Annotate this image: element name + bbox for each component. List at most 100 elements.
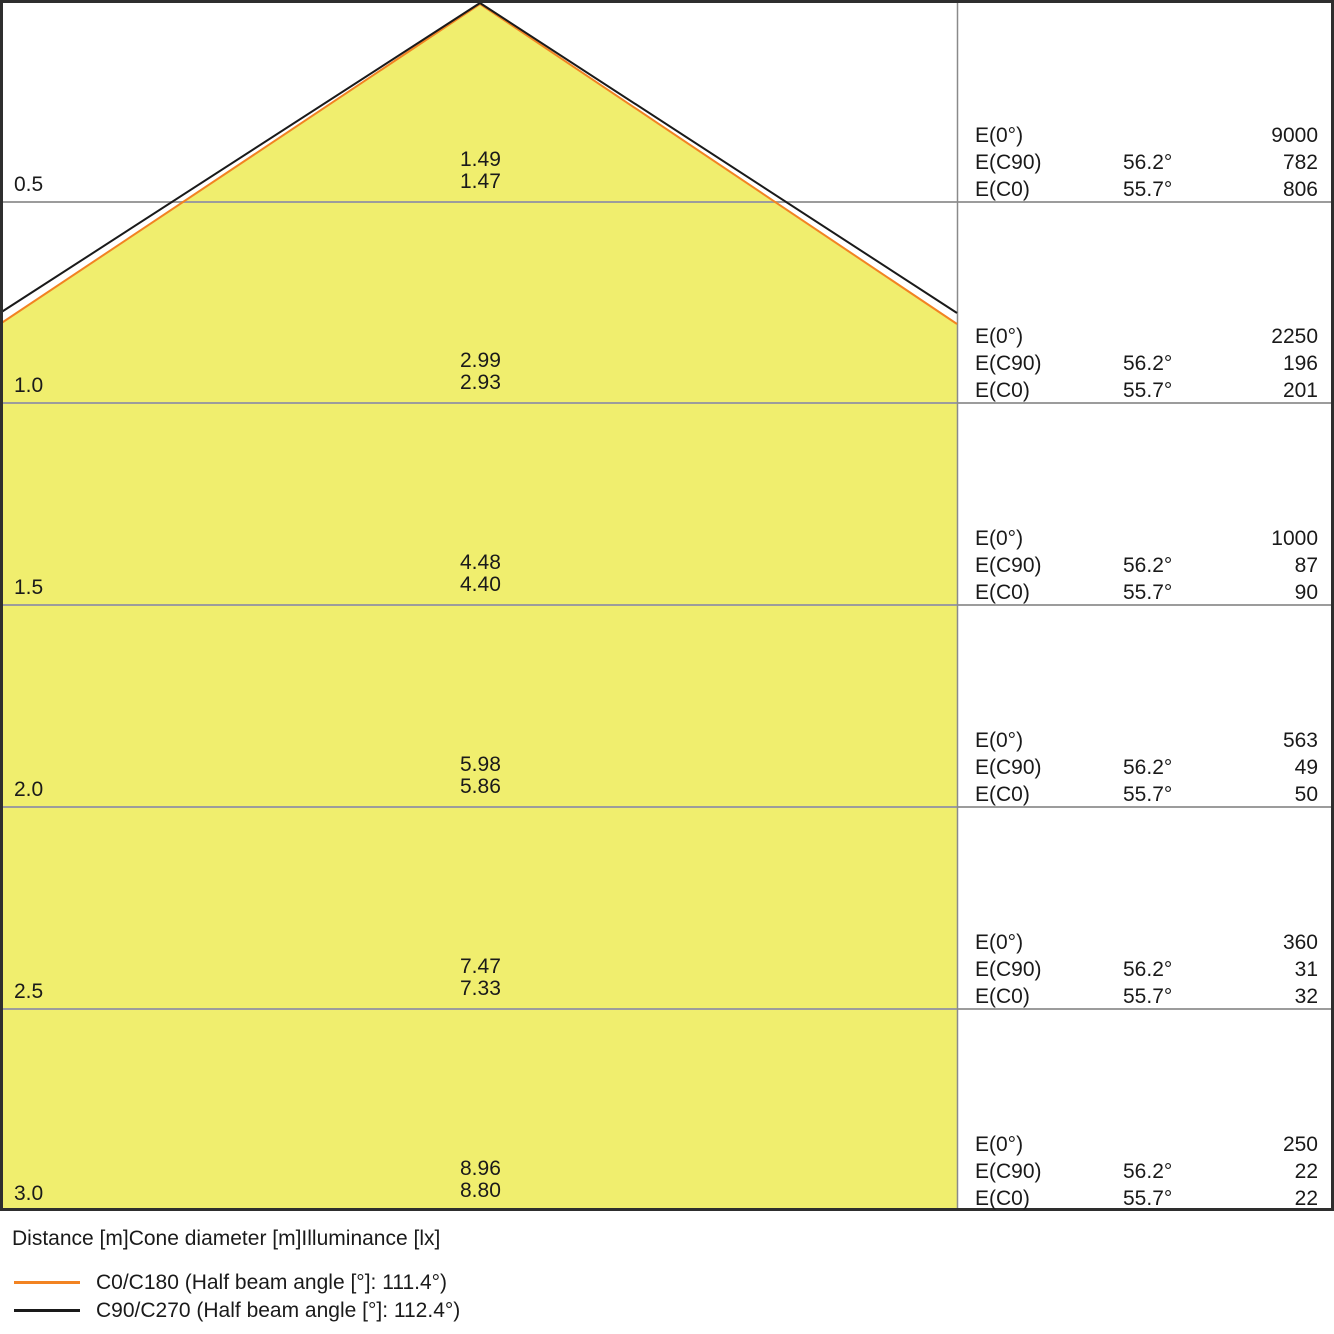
e0-value: 250 [1282,1133,1318,1156]
e0-angle [1123,525,1203,552]
ec90-angle: 56.2° [1123,1160,1173,1183]
ec90-row: E(C90) 56.2° 31 [975,956,1318,983]
ec90-label: E(C90) [975,554,1042,577]
e0-row: E(0°) 1000 [975,525,1318,552]
legend-item-c0: C0/C180 (Half beam angle [°]: 111.4°) [14,1271,460,1294]
ec0-value: 22 [1294,1187,1318,1210]
e0-value: 9000 [1271,124,1318,147]
e0-row: E(0°) 250 [975,1131,1318,1158]
ec90-row: E(C90) 56.2° 22 [975,1158,1318,1185]
e0-value: 360 [1282,931,1318,954]
ec0-angle: 55.7° [1123,1187,1173,1210]
ec0-row: E(C0) 55.7° 50 [975,781,1318,808]
e0-label: E(0°) [975,527,1024,550]
ec90-angle: 56.2° [1123,554,1173,577]
ec0-label: E(C0) [975,985,1030,1008]
ec0-label: E(C0) [975,581,1030,604]
illuminance-table: E(0°) 2250 E(C90) 56.2° 196 E(C0) 55.7° … [975,323,1318,404]
e0-label: E(0°) [975,729,1024,752]
ec90-label: E(C90) [975,151,1042,174]
e0-row: E(0°) 2250 [975,323,1318,350]
ec0-angle: 55.7° [1123,581,1173,604]
ec0-value: 50 [1294,783,1318,806]
e0-label: E(0°) [975,325,1024,348]
ec90-row: E(C90) 56.2° 782 [975,149,1318,176]
ec90-label: E(C90) [975,352,1042,375]
legend-item-c90: C90/C270 (Half beam angle [°]: 112.4°) [14,1299,460,1322]
axes-caption: Distance [m]Cone diameter [m]Illuminance… [12,1227,441,1250]
cone-diameter-values: 2.99 2.93 [460,350,501,394]
ec0-value: 201 [1282,379,1318,402]
cone-diameter-c0: 5.86 [460,775,501,798]
c90-line-swatch [14,1309,80,1312]
cone-diameter-c90: 2.99 [460,349,501,372]
cone-diameter-values: 8.96 8.80 [460,1158,501,1202]
ec0-angle: 55.7° [1123,985,1173,1008]
c0-line-swatch [14,1281,80,1284]
cone-diameter-values: 4.48 4.40 [460,552,501,596]
cone-fill-shape [0,4,957,1209]
ec0-label: E(C0) [975,783,1030,806]
ec90-row: E(C90) 56.2° 196 [975,350,1318,377]
cone-diameter-c0: 7.33 [460,977,501,1000]
cone-diameter-c90: 8.96 [460,1157,501,1180]
ec0-value: 90 [1294,581,1318,604]
e0-value: 2250 [1271,325,1318,348]
cone-diameter-c0: 8.80 [460,1179,501,1202]
ec90-label: E(C90) [975,958,1042,981]
ec0-row: E(C0) 55.7° 32 [975,983,1318,1010]
ec90-label: E(C90) [975,1160,1042,1183]
cone-diameter-c90: 7.47 [460,955,501,978]
distance-label: 0.5 [14,173,44,196]
ec90-angle: 56.2° [1123,756,1173,779]
legend-label-c0: C0/C180 (Half beam angle [°]: 111.4°) [96,1271,448,1294]
ec0-row: E(C0) 55.7° 201 [975,377,1318,404]
e0-angle [1123,929,1203,956]
cone-diameter-values: 5.98 5.86 [460,754,501,798]
ec90-value: 49 [1294,756,1318,779]
ec0-angle: 55.7° [1123,178,1173,201]
ec90-angle: 56.2° [1123,958,1173,981]
e0-angle [1123,727,1203,754]
cone-diameter-c90: 5.98 [460,753,501,776]
cone-diameter-c0: 2.93 [460,371,501,394]
illuminance-table: E(0°) 9000 E(C90) 56.2° 782 E(C0) 55.7° … [975,122,1318,203]
ec90-value: 196 [1282,352,1318,375]
distance-label: 3.0 [14,1182,44,1205]
ec0-label: E(C0) [975,379,1030,402]
ec90-value: 31 [1294,958,1318,981]
distance-label: 1.5 [14,576,44,599]
ec90-angle: 56.2° [1123,151,1173,174]
row-divider-lines [1,201,1333,1010]
e0-label: E(0°) [975,1133,1024,1156]
ec0-value: 806 [1282,178,1318,201]
cone-diameter-values: 7.47 7.33 [460,956,501,1000]
ec90-row: E(C90) 56.2° 49 [975,754,1318,781]
figure-frame [0,0,1334,1211]
distance-label: 2.0 [14,778,44,801]
e0-angle [1123,323,1203,350]
ec0-angle: 55.7° [1123,379,1173,402]
e0-value: 1000 [1271,527,1318,550]
cone-diameter-c0: 1.47 [460,170,501,193]
cone-diagram-canvas [0,0,1334,1211]
ec90-angle: 56.2° [1123,352,1173,375]
e0-value: 563 [1282,729,1318,752]
cone-diameter-c90: 4.48 [460,551,501,574]
e0-angle [1123,122,1203,149]
cone-diameter-c90: 1.49 [460,148,501,171]
cone-diameter-values: 1.49 1.47 [460,149,501,193]
ec90-value: 87 [1294,554,1318,577]
ec0-angle: 55.7° [1123,783,1173,806]
ec0-row: E(C0) 55.7° 22 [975,1185,1318,1212]
legend: C0/C180 (Half beam angle [°]: 111.4°) C9… [14,1271,460,1322]
ec0-label: E(C0) [975,178,1030,201]
distance-label: 2.5 [14,980,44,1003]
distance-label: 1.0 [14,374,44,397]
ec0-row: E(C0) 55.7° 90 [975,579,1318,606]
illuminance-table: E(0°) 250 E(C90) 56.2° 22 E(C0) 55.7° 22 [975,1131,1318,1212]
e0-angle [1123,1131,1203,1158]
illuminance-table: E(0°) 1000 E(C90) 56.2° 87 E(C0) 55.7° 9… [975,525,1318,606]
e0-row: E(0°) 563 [975,727,1318,754]
